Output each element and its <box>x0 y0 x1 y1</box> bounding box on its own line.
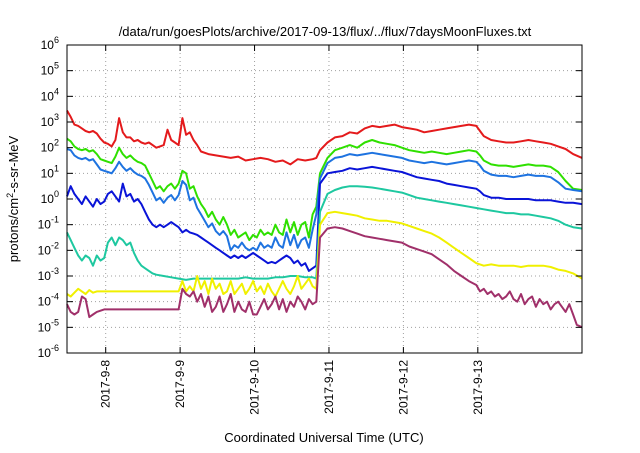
x-tick-label: 2017-9-8 <box>99 360 113 408</box>
y-tick-label: 10-5 <box>38 317 59 334</box>
y-tick-label: 10-3 <box>38 266 59 283</box>
x-tick-label: 2017-9-13 <box>471 360 485 415</box>
y-tick-label: 102 <box>41 138 59 155</box>
series-line-1 <box>66 109 583 166</box>
y-tick-labels: 10-6 10-5 10-4 10-3 10-2 10-1 100 101 102 103 104 1… <box>38 35 59 360</box>
y-tick-label: 105 <box>41 61 59 78</box>
x-tick-label: 2017-9-12 <box>396 360 410 415</box>
series-line-2 <box>66 137 583 242</box>
y-tick-label: 10-2 <box>38 240 59 257</box>
series-line-6 <box>66 210 583 298</box>
x-tick-labels: 2017-9-8 2017-9-9 2017-9-10 2017-9-11 2017-9… <box>99 360 485 415</box>
x-axis-title: Coordinated Universal Time (UTC) <box>224 430 423 445</box>
x-tick-label: 2017-9-10 <box>248 360 262 415</box>
series-line-7 <box>66 226 583 329</box>
series-line-3 <box>66 148 583 252</box>
x-tick-label: 2017-9-11 <box>322 360 336 414</box>
y-axis-title: protons/cm2-s-sr-MeV <box>5 135 21 262</box>
chart-title: /data/run/goesPlots/archive/2017-09-13/f… <box>119 24 532 39</box>
y-tick-label: 106 <box>41 35 59 52</box>
plot-frame <box>66 44 583 354</box>
y-tick-label: 100 <box>41 189 59 206</box>
y-tick-label: 10-1 <box>38 215 59 232</box>
series-lines <box>66 109 583 329</box>
y-tick-label: 10-6 <box>38 343 59 360</box>
y-tick-label: 101 <box>41 163 59 180</box>
series-line-4 <box>66 165 583 272</box>
series-line-5 <box>66 185 583 281</box>
y-tick-label: 10-4 <box>38 292 59 309</box>
x-tick-label: 2017-9-9 <box>173 360 187 408</box>
y-tick-label: 103 <box>41 112 59 129</box>
y-tick-label: 104 <box>41 86 59 103</box>
